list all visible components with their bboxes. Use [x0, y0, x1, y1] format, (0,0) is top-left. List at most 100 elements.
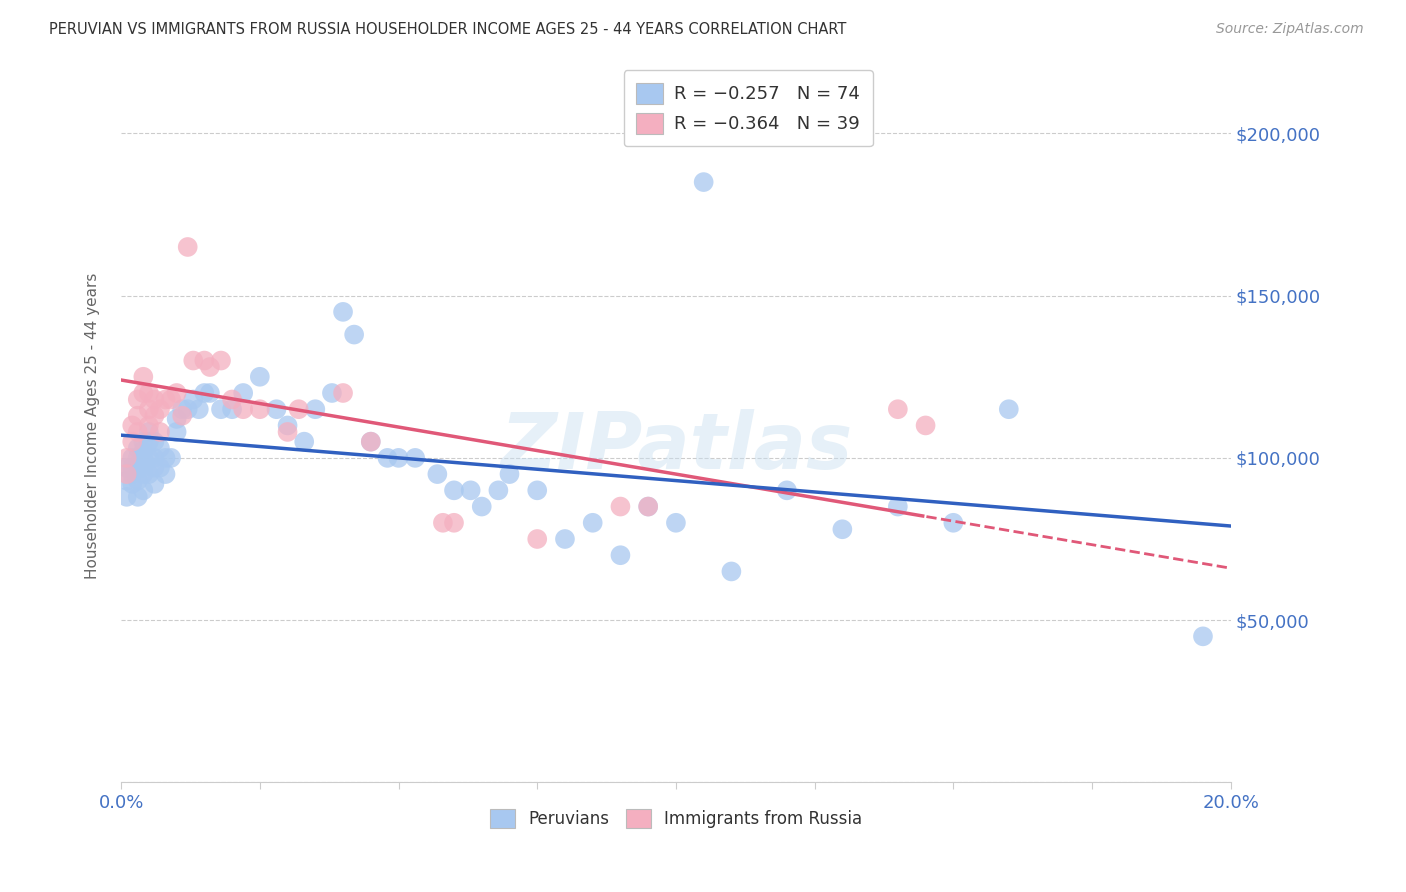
- Point: [138, 418, 160, 433]
- Point: [143, 409, 166, 423]
- Point: [443, 516, 465, 530]
- Point: [554, 532, 576, 546]
- Point: [127, 441, 149, 455]
- Point: [121, 467, 143, 482]
- Point: [132, 450, 155, 465]
- Point: [443, 483, 465, 498]
- Point: [287, 402, 309, 417]
- Point: [127, 474, 149, 488]
- Point: [426, 467, 449, 482]
- Point: [665, 516, 688, 530]
- Point: [127, 409, 149, 423]
- Point: [181, 353, 204, 368]
- Point: [360, 434, 382, 449]
- Point: [266, 402, 288, 417]
- Point: [155, 450, 177, 465]
- Point: [181, 392, 204, 407]
- Point: [138, 402, 160, 417]
- Point: [209, 402, 232, 417]
- Point: [321, 386, 343, 401]
- Point: [471, 500, 494, 514]
- Point: [1192, 629, 1215, 643]
- Point: [143, 450, 166, 465]
- Point: [121, 418, 143, 433]
- Point: [249, 369, 271, 384]
- Point: [143, 392, 166, 407]
- Point: [637, 500, 659, 514]
- Point: [997, 402, 1019, 417]
- Point: [138, 450, 160, 465]
- Point: [249, 402, 271, 417]
- Point: [143, 460, 166, 475]
- Point: [460, 483, 482, 498]
- Point: [942, 516, 965, 530]
- Point: [127, 425, 149, 439]
- Point: [143, 434, 166, 449]
- Point: [160, 392, 183, 407]
- Point: [115, 490, 138, 504]
- Point: [115, 450, 138, 465]
- Point: [166, 412, 188, 426]
- Point: [692, 175, 714, 189]
- Point: [172, 409, 194, 423]
- Point: [387, 450, 409, 465]
- Point: [166, 386, 188, 401]
- Point: [304, 402, 326, 417]
- Point: [121, 434, 143, 449]
- Point: [127, 460, 149, 475]
- Point: [132, 444, 155, 458]
- Point: [155, 392, 177, 407]
- Point: [121, 450, 143, 465]
- Point: [232, 402, 254, 417]
- Point: [332, 386, 354, 401]
- Point: [121, 476, 143, 491]
- Point: [193, 353, 215, 368]
- Text: Source: ZipAtlas.com: Source: ZipAtlas.com: [1216, 22, 1364, 37]
- Point: [177, 240, 200, 254]
- Point: [404, 450, 426, 465]
- Point: [221, 402, 243, 417]
- Point: [292, 434, 315, 449]
- Point: [198, 386, 221, 401]
- Point: [138, 434, 160, 449]
- Point: [149, 441, 172, 455]
- Point: [132, 434, 155, 449]
- Point: [914, 418, 936, 433]
- Point: [132, 467, 155, 482]
- Point: [172, 402, 194, 417]
- Point: [155, 467, 177, 482]
- Point: [498, 467, 520, 482]
- Point: [177, 402, 200, 417]
- Point: [343, 327, 366, 342]
- Legend: Peruvians, Immigrants from Russia: Peruvians, Immigrants from Russia: [484, 802, 869, 835]
- Text: ZIPatlas: ZIPatlas: [499, 409, 852, 485]
- Point: [221, 392, 243, 407]
- Point: [138, 425, 160, 439]
- Point: [831, 522, 853, 536]
- Point: [132, 483, 155, 498]
- Point: [360, 434, 382, 449]
- Point: [138, 467, 160, 482]
- Point: [115, 467, 138, 482]
- Point: [887, 402, 910, 417]
- Point: [198, 359, 221, 374]
- Point: [132, 369, 155, 384]
- Point: [149, 425, 172, 439]
- Point: [209, 353, 232, 368]
- Point: [115, 460, 138, 475]
- Point: [138, 386, 160, 401]
- Point: [332, 305, 354, 319]
- Point: [127, 490, 149, 504]
- Point: [432, 516, 454, 530]
- Point: [720, 565, 742, 579]
- Y-axis label: Householder Income Ages 25 - 44 years: Householder Income Ages 25 - 44 years: [86, 272, 100, 579]
- Point: [486, 483, 509, 498]
- Point: [132, 460, 155, 475]
- Point: [526, 532, 548, 546]
- Point: [115, 474, 138, 488]
- Point: [637, 500, 659, 514]
- Point: [526, 483, 548, 498]
- Point: [187, 402, 209, 417]
- Point: [149, 460, 172, 475]
- Point: [166, 425, 188, 439]
